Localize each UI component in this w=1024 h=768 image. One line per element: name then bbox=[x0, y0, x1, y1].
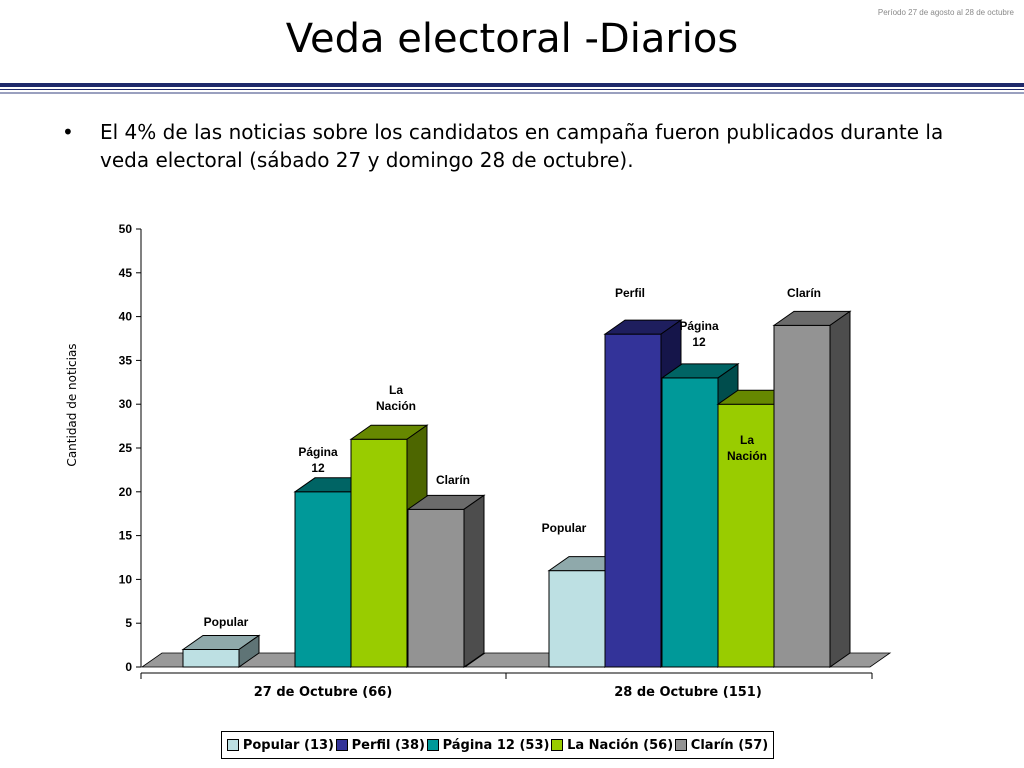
y-tick-label: 20 bbox=[119, 485, 133, 499]
legend-label: Popular (13) bbox=[242, 737, 334, 753]
bar-data-label: Página 12 bbox=[679, 319, 719, 349]
y-tick-label: 40 bbox=[119, 310, 133, 324]
legend-swatch bbox=[674, 739, 687, 751]
bar-data-label: Popular bbox=[204, 615, 249, 629]
legend-label: La Nación (56) bbox=[567, 737, 674, 753]
bar-front bbox=[604, 333, 662, 668]
bar-front bbox=[407, 508, 465, 668]
legend-item: Clarín (57) bbox=[674, 737, 769, 753]
title-rule-thick bbox=[0, 83, 1024, 87]
y-tick-label: 15 bbox=[119, 529, 133, 543]
legend-swatch bbox=[551, 739, 564, 751]
legend-swatch bbox=[426, 739, 439, 751]
legend-item: La Nación (56) bbox=[551, 738, 673, 753]
y-axis-title: Cantidad de noticias bbox=[65, 343, 79, 466]
y-tick-label: 5 bbox=[125, 616, 132, 630]
legend-label: Clarín (57) bbox=[690, 737, 769, 753]
period-note: Período 27 de agosto al 28 de octubre bbox=[877, 8, 1014, 17]
bar-front bbox=[717, 403, 775, 668]
bar-data-label: La Nación bbox=[376, 383, 416, 413]
bar-data-label: Clarín bbox=[436, 473, 470, 487]
y-tick-label: 45 bbox=[119, 266, 133, 280]
legend-label: Perfil (38) bbox=[351, 737, 425, 753]
bullet-symbol: • bbox=[62, 120, 74, 144]
legend-item: Popular (13) bbox=[226, 737, 334, 753]
y-tick-label: 30 bbox=[119, 397, 133, 411]
x-category-label: 28 de Octubre (151) bbox=[614, 685, 762, 700]
y-tick-label: 35 bbox=[119, 353, 133, 367]
bar-front bbox=[294, 491, 352, 668]
bar-chart: 0 5 10 15 20 25 30 35 40 45 50 Cantidad de noticias… bbox=[65, 222, 892, 700]
legend-swatch bbox=[335, 739, 348, 751]
bar-side bbox=[463, 494, 485, 668]
y-tick-label: 0 bbox=[125, 660, 132, 674]
bar-front bbox=[350, 438, 408, 668]
x-category-label: 27 de Octubre (66) bbox=[254, 685, 393, 700]
bar-side bbox=[238, 634, 260, 668]
legend-label: Página 12 (53) bbox=[442, 737, 550, 753]
y-tick-label: 25 bbox=[119, 441, 133, 455]
bar-front bbox=[773, 324, 831, 668]
bar-front bbox=[548, 570, 606, 668]
y-tick-label: 50 bbox=[119, 222, 133, 236]
bar-data-label: Perfil bbox=[615, 286, 645, 300]
bar-data-label: La Nación bbox=[727, 433, 767, 463]
bullet-text: El 4% de las noticias sobre los candidat… bbox=[100, 120, 944, 172]
y-tick-label: 10 bbox=[119, 572, 133, 586]
legend-swatch bbox=[226, 739, 239, 751]
bar-data-label: Clarín bbox=[787, 286, 821, 300]
bar-data-label: Página 12 bbox=[298, 445, 338, 475]
legend-item: Perfil (38) bbox=[335, 737, 425, 753]
bar-data-label: Popular bbox=[542, 521, 587, 535]
slide-title: Veda electoral -Diarios bbox=[285, 16, 739, 62]
legend-item: Página 12 (53) bbox=[426, 737, 550, 753]
bar-front bbox=[661, 377, 719, 668]
chart-legend: Popular (13) Perfil (38) Página 12 (53) La … bbox=[221, 731, 774, 759]
bar-front bbox=[182, 648, 240, 668]
bullet-item: • El 4% de las noticias sobre los candid… bbox=[62, 118, 962, 174]
title-rule-thin bbox=[0, 89, 1024, 90]
title-rule-light bbox=[0, 92, 1024, 94]
bar-side bbox=[829, 310, 851, 668]
